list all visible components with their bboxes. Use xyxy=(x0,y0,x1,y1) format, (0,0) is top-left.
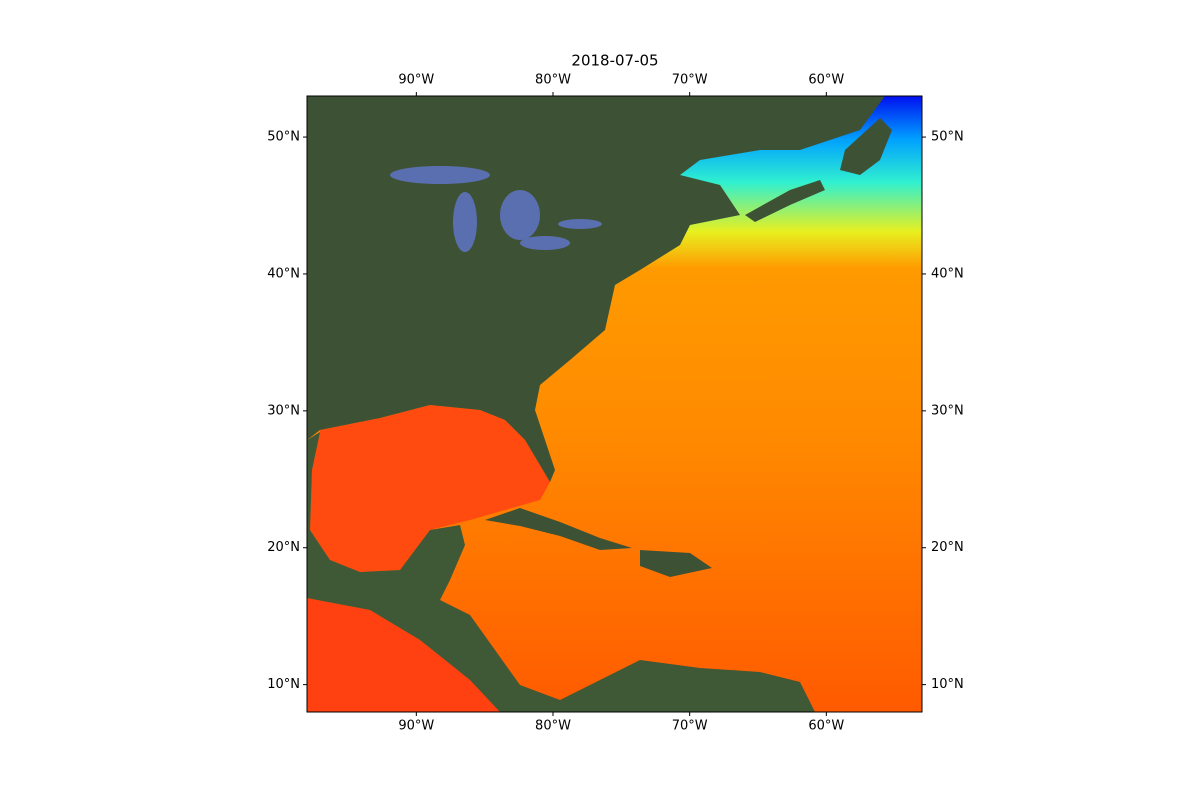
x-tick-label: 60°W xyxy=(808,719,844,734)
central-america xyxy=(307,432,815,712)
x-tick-label: 60°W xyxy=(808,73,844,88)
cuba xyxy=(485,508,632,550)
y-tick-label: 20°N xyxy=(931,540,964,555)
y-tick-label: 50°N xyxy=(931,130,964,145)
gulf-of-mexico xyxy=(310,405,550,572)
lake xyxy=(520,236,570,250)
lake xyxy=(500,190,540,240)
y-tick-label: 10°N xyxy=(931,677,964,692)
map-frame xyxy=(306,95,923,713)
x-tick-label: 90°W xyxy=(398,719,434,734)
x-tick-label: 80°W xyxy=(535,719,571,734)
y-tick-label: 10°N xyxy=(267,677,300,692)
hispaniola xyxy=(640,550,712,577)
newfoundland xyxy=(840,118,892,175)
y-tick-label: 40°N xyxy=(931,266,964,281)
north-america xyxy=(307,96,885,482)
lake xyxy=(453,192,477,252)
lake xyxy=(558,219,602,229)
x-tick-label: 90°W xyxy=(398,73,434,88)
pacific xyxy=(307,598,500,712)
x-tick-label: 70°W xyxy=(672,719,708,734)
nova-scotia xyxy=(745,180,825,222)
map-imagery xyxy=(307,96,922,712)
lake xyxy=(390,166,490,184)
y-tick-label: 30°N xyxy=(267,403,300,418)
map-title: 2018-07-05 xyxy=(571,52,658,70)
x-tick-label: 70°W xyxy=(672,73,708,88)
y-tick-label: 20°N xyxy=(267,540,300,555)
y-tick-label: 40°N xyxy=(267,266,300,281)
y-tick-label: 30°N xyxy=(931,403,964,418)
x-tick-label: 80°W xyxy=(535,73,571,88)
y-tick-label: 50°N xyxy=(267,130,300,145)
